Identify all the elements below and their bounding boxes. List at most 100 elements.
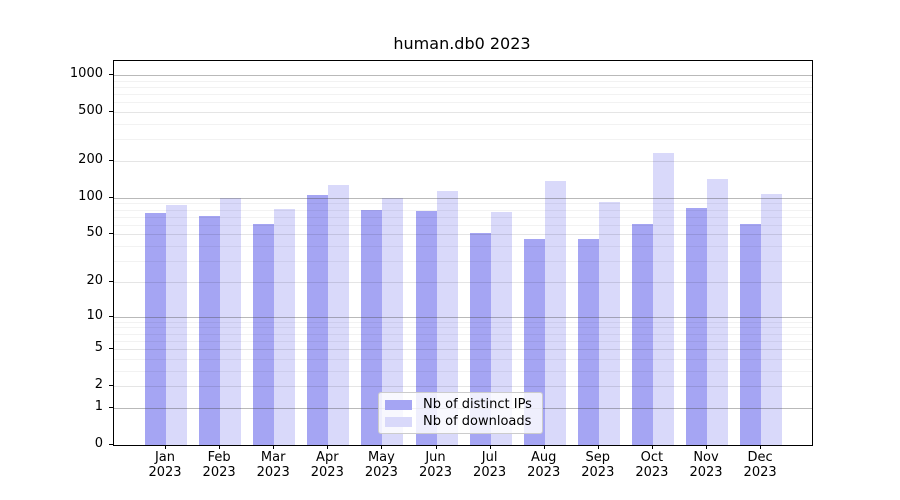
bar-distinct-ips-feb bbox=[199, 216, 221, 445]
bar-downloads-oct bbox=[652, 153, 674, 445]
x-tick-label-year: 2023 bbox=[743, 465, 777, 480]
x-tick-mark bbox=[597, 445, 599, 449]
x-tick-mark bbox=[219, 445, 221, 449]
gridline-500 bbox=[114, 112, 812, 114]
x-tick-label-jan: Jan 2023 bbox=[133, 450, 197, 480]
x-tick-label-year: 2023 bbox=[148, 465, 182, 480]
bar-downloads-sep bbox=[598, 201, 620, 445]
x-tick-label-year: 2023 bbox=[364, 465, 398, 480]
gridline-4 bbox=[114, 358, 812, 360]
x-tick-label-apr: Apr 2023 bbox=[295, 450, 359, 480]
chart-title: human.db0 2023 bbox=[393, 34, 531, 53]
legend-label-distinct-ips: Nb of distinct IPs bbox=[423, 397, 532, 412]
bar-distinct-ips-dec bbox=[740, 224, 762, 445]
gridlines-layer bbox=[114, 61, 812, 445]
y-tick-label-1: 1 bbox=[94, 398, 103, 414]
legend-row-downloads: Nb of downloads bbox=[385, 414, 534, 429]
x-tick-label-year: 2023 bbox=[527, 465, 561, 480]
x-tick-label-jun: Jun 2023 bbox=[404, 450, 468, 480]
bar-downloads-dec bbox=[761, 194, 783, 445]
bar-distinct-ips-jun bbox=[415, 211, 437, 445]
x-tick-mark bbox=[273, 445, 275, 449]
gridline-2 bbox=[114, 386, 812, 388]
y-tick-label-100: 100 bbox=[78, 188, 103, 204]
gridline-800 bbox=[114, 86, 812, 88]
bar-distinct-ips-jan bbox=[145, 213, 166, 445]
bar-distinct-ips-oct bbox=[631, 224, 653, 445]
y-tick-label-5: 5 bbox=[94, 340, 103, 356]
x-tick-label-year: 2023 bbox=[310, 465, 344, 480]
y-tick-mark bbox=[109, 385, 113, 387]
x-tick-label-jul: Jul 2023 bbox=[458, 450, 522, 480]
legend-swatch-downloads bbox=[385, 416, 412, 427]
y-tick-label-20: 20 bbox=[86, 272, 103, 288]
bar-downloads-jun bbox=[436, 190, 458, 445]
x-tick-label-year: 2023 bbox=[418, 465, 453, 480]
gridline-30 bbox=[114, 261, 812, 263]
gridline-100 bbox=[114, 197, 812, 199]
y-tick-label-2: 2 bbox=[94, 377, 103, 393]
x-tick-mark bbox=[327, 445, 329, 449]
x-tick-mark bbox=[435, 445, 437, 449]
y-tick-mark bbox=[109, 348, 113, 350]
gridline-900 bbox=[114, 80, 812, 82]
x-tick-label-nov: Nov 2023 bbox=[674, 450, 738, 480]
x-tick-label-year: 2023 bbox=[635, 465, 669, 480]
gridline-60 bbox=[114, 224, 812, 226]
bar-downloads-jan bbox=[166, 204, 187, 445]
y-tick-label-10: 10 bbox=[86, 307, 103, 323]
gridline-700 bbox=[114, 94, 812, 96]
gridline-50 bbox=[114, 234, 812, 236]
x-tick-label-sep: Sep 2023 bbox=[566, 450, 630, 480]
gridline-400 bbox=[114, 124, 812, 126]
x-tick-label-aug: Aug 2023 bbox=[512, 450, 576, 480]
gridline-80 bbox=[114, 209, 812, 211]
bar-distinct-ips-sep bbox=[577, 238, 599, 445]
y-tick-mark bbox=[109, 406, 113, 408]
gridline-10 bbox=[114, 316, 812, 318]
x-tick-mark bbox=[760, 445, 762, 449]
y-tick-mark bbox=[109, 196, 113, 198]
x-tick-label-dec: Dec 2023 bbox=[728, 450, 792, 480]
bar-downloads-may bbox=[382, 197, 404, 445]
y-tick-label-500: 500 bbox=[78, 103, 103, 119]
gridline-40 bbox=[114, 246, 812, 248]
gridline-90 bbox=[114, 203, 812, 205]
x-tick-mark bbox=[651, 445, 653, 449]
y-tick-mark bbox=[109, 315, 113, 317]
x-tick-mark bbox=[706, 445, 707, 449]
gridline-300 bbox=[114, 139, 812, 141]
x-tick-label-mar: Mar 2023 bbox=[241, 450, 305, 480]
gridline-9 bbox=[114, 321, 812, 323]
x-tick-label-year: 2023 bbox=[473, 465, 507, 480]
gridline-20 bbox=[114, 281, 812, 283]
y-tick-mark bbox=[109, 233, 113, 235]
x-tick-label-year: 2023 bbox=[581, 465, 615, 480]
y-tick-label-0: 0 bbox=[94, 436, 103, 451]
x-tick-label-year: 2023 bbox=[689, 465, 723, 480]
y-tick-label-200: 200 bbox=[78, 152, 103, 168]
y-tick-mark bbox=[109, 160, 113, 162]
bar-distinct-ips-nov bbox=[686, 208, 707, 445]
legend-label-downloads: Nb of downloads bbox=[423, 414, 532, 429]
y-tick-mark bbox=[109, 280, 113, 282]
bar-downloads-mar bbox=[274, 209, 296, 445]
gridline-600 bbox=[114, 102, 812, 104]
bar-distinct-ips-may bbox=[361, 210, 383, 445]
legend-row-distinct-ips: Nb of distinct IPs bbox=[385, 397, 534, 412]
gridline-8 bbox=[114, 327, 812, 329]
bar-distinct-ips-mar bbox=[253, 224, 275, 445]
bar-downloads-feb bbox=[220, 197, 242, 445]
bar-downloads-apr bbox=[328, 185, 350, 445]
bar-downloads-aug bbox=[544, 181, 566, 445]
x-tick-label-oct: Oct 2023 bbox=[620, 450, 684, 480]
x-tick-mark bbox=[381, 445, 383, 449]
gridline-200 bbox=[114, 161, 812, 163]
y-tick-label-1000: 1000 bbox=[69, 66, 103, 82]
legend-swatch-distinct-ips bbox=[385, 399, 412, 410]
x-tick-label-feb: Feb 2023 bbox=[187, 450, 251, 480]
y-tick-mark bbox=[109, 74, 113, 76]
bar-downloads-nov bbox=[707, 178, 728, 445]
y-tick-mark bbox=[109, 111, 113, 113]
